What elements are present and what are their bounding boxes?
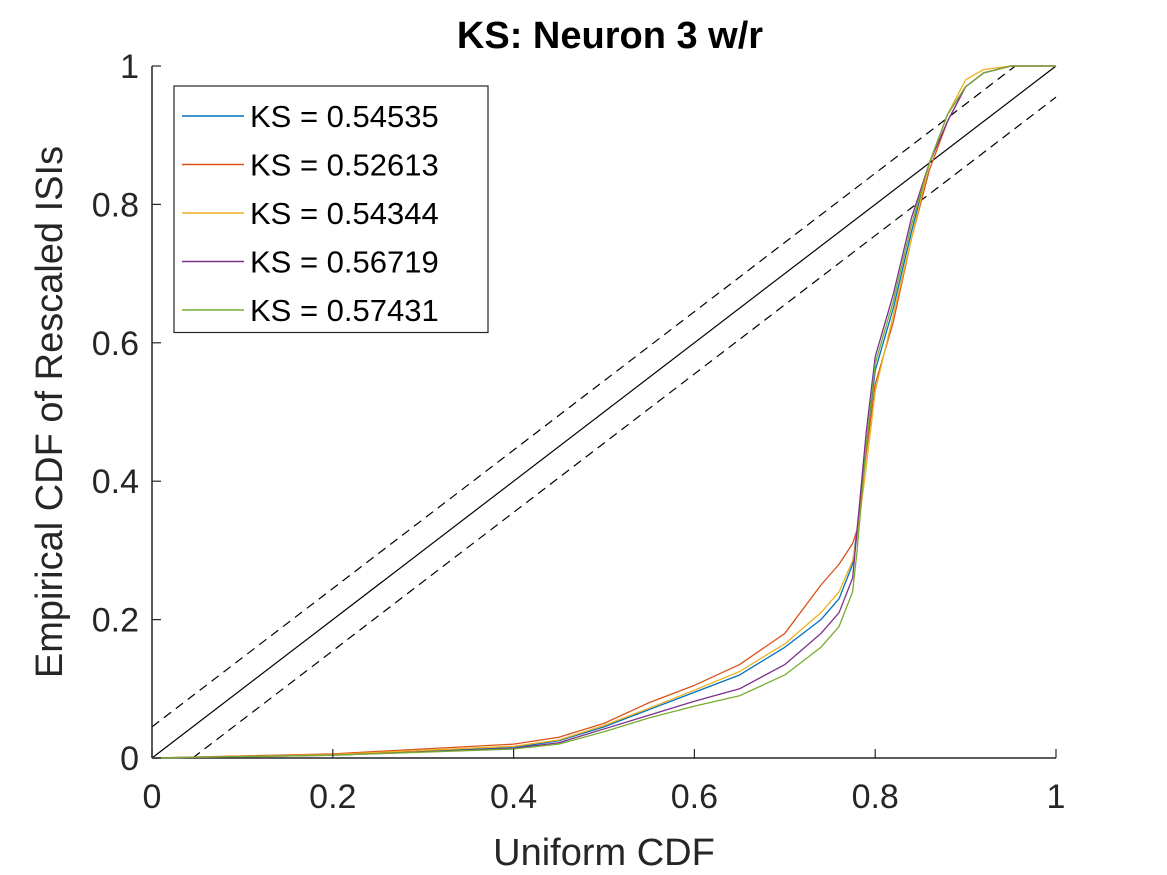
y-tick-label: 0.2 — [92, 602, 139, 640]
y-axis-ticks: 0 0.2 0.4 0.6 0.8 1 — [92, 48, 161, 778]
series-line-4 — [151, 65, 1056, 759]
chart-title: KS: Neuron 3 w/r — [457, 15, 763, 57]
y-tick-label: 0 — [120, 740, 139, 778]
series-lines — [151, 65, 1056, 759]
x-tick-label: 0 — [143, 778, 162, 816]
diagonal-reference-line — [151, 65, 1057, 759]
series-line-3 — [151, 65, 1056, 759]
legend-entry-4: KS = 0.56719 — [250, 245, 439, 280]
axes-frame — [151, 66, 1056, 759]
confidence-bound-line — [192, 96, 1057, 759]
x-axis-ticks: 0 0.2 0.4 0.6 0.8 1 — [143, 749, 1066, 816]
legend-box — [173, 85, 489, 334]
confidence-bound-line — [151, 65, 1016, 728]
legend-entry-5: KS = 0.57431 — [250, 293, 439, 328]
series-line-5 — [151, 65, 1056, 759]
legend-entry-3: KS = 0.54344 — [250, 196, 439, 231]
y-axis-label: Empirical CDF of Rescaled ISIs — [29, 146, 71, 678]
legend-entry-1: KS = 0.54535 — [250, 99, 439, 134]
x-tick-label: 0.8 — [852, 778, 899, 816]
legend: KS = 0.54535 KS = 0.52613 KS = 0.54344 KS =… — [173, 85, 489, 334]
x-tick-label: 0.2 — [309, 778, 356, 816]
x-tick-label: 0.6 — [671, 778, 718, 816]
y-tick-label: 0.4 — [92, 463, 139, 501]
x-tick-label: 0.4 — [490, 778, 537, 816]
y-tick-label: 0.6 — [92, 325, 139, 363]
legend-entry-2: KS = 0.52613 — [250, 148, 439, 183]
reference-lines — [151, 65, 1057, 759]
y-tick-label: 0.8 — [92, 186, 139, 224]
x-tick-label: 1 — [1047, 778, 1066, 816]
x-axis-label: Uniform CDF — [493, 832, 715, 874]
y-tick-label: 1 — [120, 48, 139, 86]
